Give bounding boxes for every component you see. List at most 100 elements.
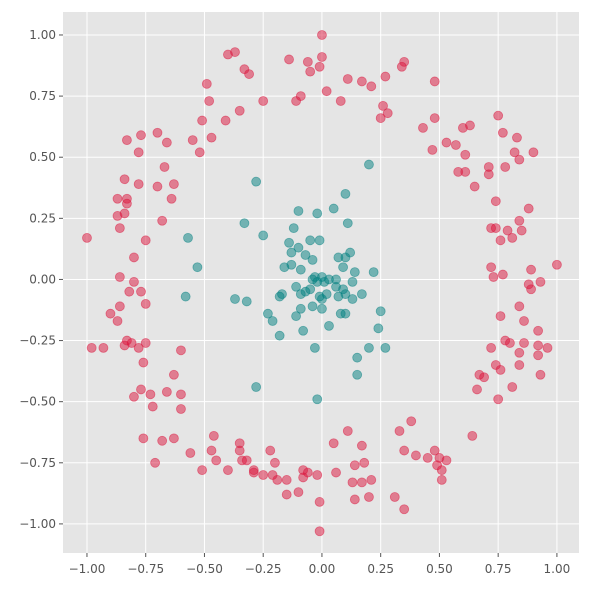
point — [152, 127, 163, 138]
point — [441, 137, 452, 148]
point — [176, 345, 186, 356]
point — [321, 86, 332, 97]
point — [373, 323, 384, 334]
y-tick-label: −0.75 — [19, 456, 56, 470]
point — [145, 389, 156, 400]
point — [364, 342, 374, 353]
point — [291, 311, 301, 322]
point — [347, 294, 358, 304]
y-tick-label: 0.50 — [29, 150, 56, 164]
point — [201, 78, 212, 89]
point — [356, 440, 367, 451]
point — [422, 453, 433, 463]
point — [223, 49, 233, 60]
point — [114, 223, 125, 234]
point — [317, 52, 327, 62]
point — [258, 96, 269, 106]
point — [279, 262, 290, 273]
point — [519, 316, 529, 326]
point — [495, 311, 506, 322]
point — [394, 426, 405, 436]
point — [552, 259, 562, 270]
point — [399, 504, 410, 515]
point — [490, 196, 501, 207]
point — [359, 457, 370, 468]
point — [500, 162, 511, 172]
point — [307, 274, 318, 285]
point — [262, 308, 273, 319]
point — [298, 325, 309, 336]
point — [136, 130, 146, 141]
point — [514, 215, 525, 226]
point — [211, 455, 222, 466]
point — [161, 137, 172, 148]
point — [298, 472, 309, 483]
point — [192, 262, 203, 273]
point — [119, 208, 130, 219]
point — [495, 235, 506, 246]
point — [342, 218, 353, 229]
point — [288, 223, 299, 234]
point — [479, 372, 489, 383]
point — [129, 252, 139, 263]
x-tick-label: 0.50 — [426, 562, 453, 576]
point — [514, 301, 525, 312]
point — [469, 181, 480, 192]
point — [274, 330, 285, 341]
point — [429, 76, 440, 87]
point — [317, 303, 327, 314]
point — [300, 250, 311, 260]
point — [234, 105, 245, 116]
point — [284, 237, 294, 248]
point — [347, 477, 358, 488]
point — [450, 140, 461, 150]
point — [239, 218, 250, 229]
x-tick-label: −0.50 — [186, 562, 223, 576]
point — [465, 120, 475, 131]
point — [169, 179, 179, 190]
point — [342, 74, 353, 84]
point — [284, 54, 294, 65]
point — [375, 306, 386, 317]
point — [514, 360, 525, 370]
point — [114, 272, 125, 282]
point — [302, 56, 313, 67]
point — [86, 342, 97, 353]
point — [258, 230, 269, 241]
point — [533, 340, 544, 351]
y-tick-label: 0.00 — [29, 272, 56, 286]
point — [356, 477, 367, 488]
point — [124, 286, 135, 297]
point — [523, 203, 534, 214]
point — [535, 369, 546, 380]
x-tick-label: −1.00 — [69, 562, 106, 576]
point — [331, 467, 341, 478]
point — [328, 438, 339, 449]
point — [136, 384, 146, 395]
point — [382, 108, 393, 119]
point — [314, 235, 325, 246]
point — [119, 340, 130, 351]
point — [258, 470, 269, 480]
point — [312, 394, 323, 405]
point — [244, 69, 254, 79]
point — [119, 174, 130, 185]
point — [526, 284, 536, 295]
point — [317, 30, 327, 40]
point — [490, 223, 501, 234]
point — [187, 135, 198, 145]
point — [267, 316, 278, 326]
point — [509, 147, 520, 158]
point — [507, 382, 518, 392]
point — [342, 426, 353, 436]
point — [366, 475, 377, 485]
point — [507, 232, 518, 243]
point — [295, 289, 306, 300]
point — [150, 457, 161, 468]
point — [528, 147, 539, 158]
point — [366, 81, 377, 92]
point — [305, 66, 316, 77]
point — [497, 269, 508, 280]
point — [274, 291, 285, 302]
